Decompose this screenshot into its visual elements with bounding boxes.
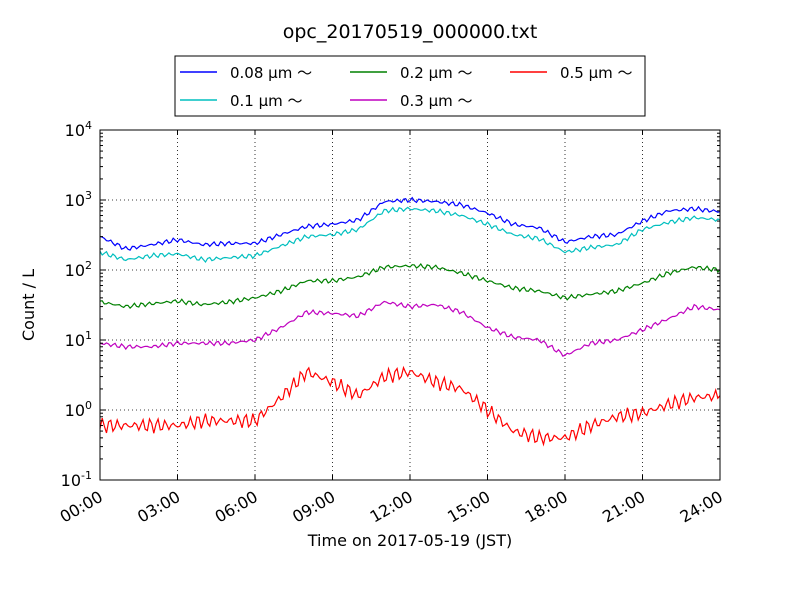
x-tick-label: 15:00	[444, 487, 493, 527]
legend-label: 0.3 μm ～	[400, 92, 473, 110]
y-tick-label: 10-1	[61, 469, 92, 490]
y-tick-label: 104	[65, 119, 92, 140]
series-line-0-1-m	[99, 206, 721, 264]
x-tick-label: 24:00	[677, 487, 726, 527]
y-tick-label: 102	[65, 259, 92, 280]
x-tick-label: 00:00	[57, 487, 106, 527]
x-tick-label: 03:00	[134, 487, 183, 527]
x-axis-label: Time on 2017-05-19 (JST)	[307, 531, 512, 550]
legend-label: 0.08 μm ～	[230, 64, 312, 82]
x-tick-label: 06:00	[212, 487, 261, 527]
legend: 0.08 μm ～ 0.1 μm ～ 0.2 μm ～ 0.3 μm ～ 0.5 μm …	[174, 55, 646, 117]
legend-label: 0.5 μm ～	[560, 64, 633, 82]
x-tick-label: 12:00	[367, 487, 416, 527]
x-axis: 00:00 03:00 06:00 09:00 12:00 15:00 18:00 21:00…	[57, 130, 726, 527]
series-line-0-3-m	[99, 300, 721, 357]
y-axis-label: Count / L	[19, 269, 38, 341]
series-line-0-08-m	[99, 196, 721, 251]
y-axis: 10-1 100 101 102 103 104	[61, 119, 720, 490]
series-line-0-2-m	[99, 263, 721, 309]
legend-box	[174, 55, 646, 117]
y-tick-label: 101	[65, 329, 92, 350]
legend-label: 0.1 μm ～	[230, 92, 303, 110]
x-tick-label: 09:00	[289, 487, 338, 527]
legend-label: 0.2 μm ～	[400, 64, 473, 82]
chart-title: opc_20170519_000000.txt	[283, 21, 538, 43]
x-tick-label: 18:00	[522, 487, 571, 527]
x-tick-label: 21:00	[599, 487, 648, 527]
series-line-0-5-m	[99, 365, 721, 447]
series-layer	[99, 196, 721, 447]
y-tick-label: 100	[65, 399, 92, 420]
y-tick-label: 103	[65, 189, 92, 210]
